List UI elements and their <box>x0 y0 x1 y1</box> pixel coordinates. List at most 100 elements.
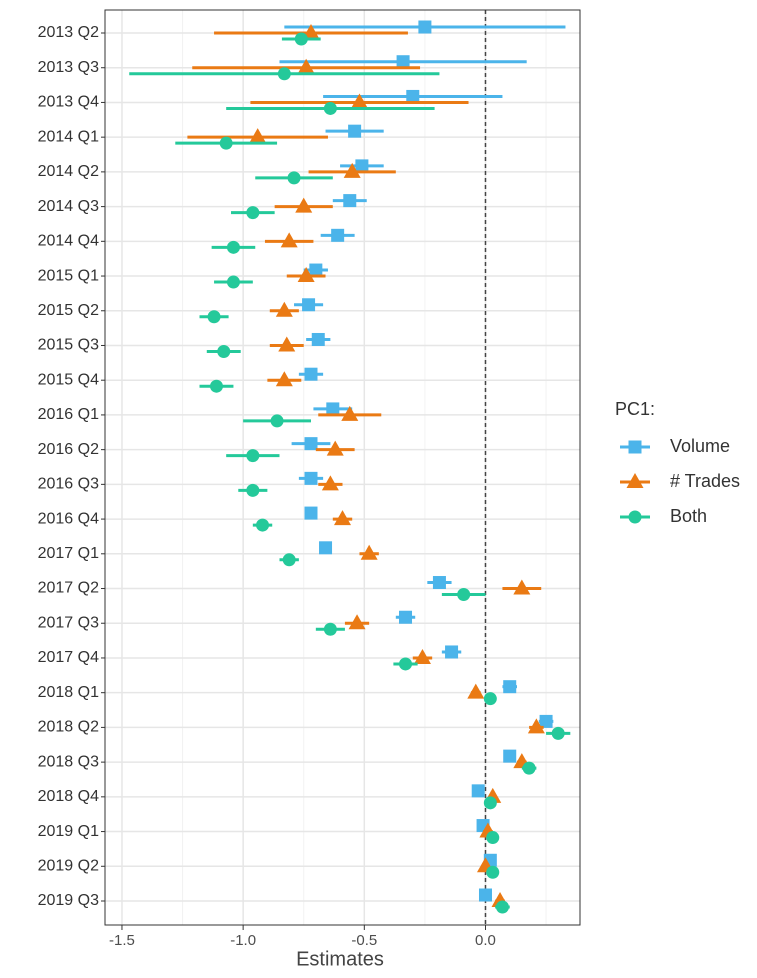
point <box>495 900 509 914</box>
point <box>483 796 497 810</box>
x-tick-label: -1.5 <box>109 932 135 949</box>
point <box>323 101 337 115</box>
point <box>334 510 351 526</box>
point <box>326 440 344 456</box>
point <box>270 414 284 428</box>
y-tick-label: 2018 Q4 <box>38 788 99 805</box>
point <box>287 171 301 185</box>
point <box>348 614 366 630</box>
point <box>319 541 333 555</box>
point <box>246 449 260 463</box>
y-tick-label: 2019 Q3 <box>38 892 99 909</box>
legend-label: Volume <box>670 436 730 456</box>
point <box>256 518 270 532</box>
point <box>503 680 517 694</box>
point <box>295 197 313 213</box>
x-tick-label: 0.0 <box>475 932 496 949</box>
y-tick-label: 2016 Q2 <box>38 441 99 458</box>
point <box>297 58 315 74</box>
point <box>527 718 545 734</box>
plot-panel <box>105 10 580 925</box>
point <box>418 20 432 34</box>
point <box>350 93 368 109</box>
y-tick-label: 2016 Q4 <box>38 510 99 527</box>
point <box>249 128 267 144</box>
point <box>478 888 492 902</box>
point <box>483 692 497 706</box>
y-tick-label: 2018 Q3 <box>38 753 99 770</box>
y-tick-label: 2014 Q4 <box>38 233 99 250</box>
point <box>486 831 500 845</box>
x-tick-label: -1.0 <box>230 932 256 949</box>
y-tick-label: 2015 Q1 <box>38 267 99 284</box>
y-tick-label: 2019 Q1 <box>38 823 99 840</box>
y-tick-label: 2015 Q4 <box>38 371 99 388</box>
point <box>280 232 298 248</box>
point <box>467 683 485 699</box>
point <box>282 553 296 567</box>
point <box>309 263 323 277</box>
point <box>304 437 318 451</box>
point <box>294 32 308 46</box>
point <box>396 55 410 69</box>
y-tick-label: 2015 Q2 <box>38 302 99 319</box>
point <box>539 714 553 728</box>
point <box>304 367 318 381</box>
point <box>226 275 240 289</box>
y-tick-label: 2017 Q3 <box>38 614 99 631</box>
point <box>207 310 221 324</box>
y-tick-label: 2017 Q4 <box>38 649 99 666</box>
x-tick-label: -0.5 <box>351 932 377 949</box>
point <box>278 336 296 352</box>
y-tick-label: 2018 Q2 <box>38 719 99 736</box>
point <box>321 475 339 491</box>
legend-title: PC1: <box>615 399 655 419</box>
point <box>360 544 378 560</box>
point <box>486 865 500 879</box>
point <box>445 645 459 659</box>
point <box>302 24 320 39</box>
y-tick-label: 2013 Q2 <box>38 24 99 41</box>
y-tick-label: 2016 Q1 <box>38 406 99 423</box>
y-tick-label: 2013 Q4 <box>38 94 99 111</box>
y-tick-label: 2014 Q3 <box>38 198 99 215</box>
point <box>246 206 260 220</box>
point <box>513 579 531 595</box>
legend-label: # Trades <box>670 471 740 491</box>
legend-key <box>628 440 642 454</box>
point <box>341 405 359 421</box>
point <box>331 228 345 242</box>
point <box>311 332 325 346</box>
point <box>355 159 369 173</box>
point <box>343 194 357 208</box>
point <box>522 761 536 775</box>
point <box>399 657 413 671</box>
point <box>343 162 361 178</box>
point <box>551 726 565 740</box>
point <box>304 506 318 520</box>
y-tick-label: 2017 Q1 <box>38 545 99 562</box>
plot-border <box>104 9 581 926</box>
point <box>217 344 231 358</box>
y-tick-label: 2017 Q2 <box>38 580 99 597</box>
point <box>471 784 485 798</box>
legend-key <box>628 510 642 524</box>
point <box>457 588 471 602</box>
point <box>348 124 362 138</box>
point <box>406 89 420 103</box>
point <box>399 610 413 624</box>
point <box>413 648 431 664</box>
point <box>297 267 315 283</box>
point <box>304 471 318 485</box>
point <box>246 483 260 497</box>
legend-key <box>626 473 644 488</box>
x-axis-label: Estimates <box>296 948 384 970</box>
y-tick-label: 2015 Q3 <box>38 337 99 354</box>
y-tick-label: 2016 Q3 <box>38 476 99 493</box>
point <box>226 240 240 254</box>
point <box>326 402 340 416</box>
y-tick-label: 2019 Q2 <box>38 857 99 874</box>
point <box>219 136 233 150</box>
point <box>503 749 517 763</box>
